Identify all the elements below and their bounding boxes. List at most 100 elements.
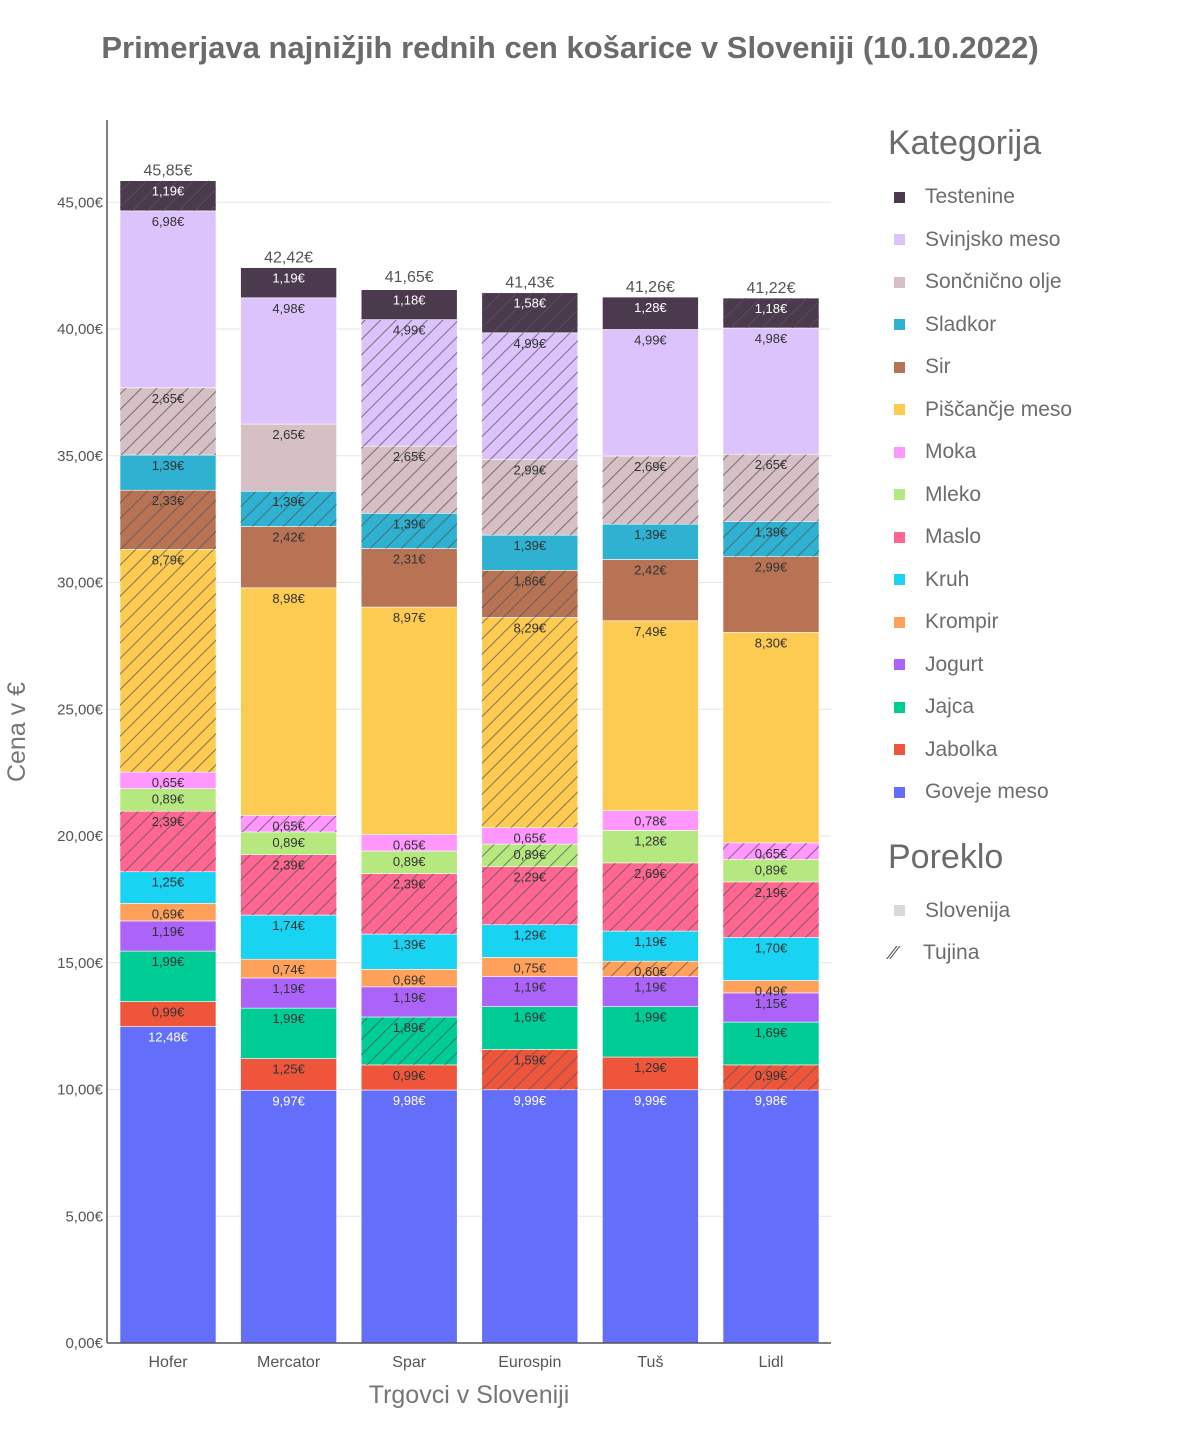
legend-origin-title: Poreklo [888, 837, 1004, 876]
bar-value-label: 1,99€ [634, 1010, 667, 1025]
x-tick-label: Lidl [759, 1354, 784, 1371]
bar-value-label: 0,65€ [755, 846, 788, 861]
bar-hatch [481, 459, 578, 536]
bars: 12,48€ 0,99€ 1,99€ 1,19€ 0,69€ 1,25€ 2,39€ 0,89… [119, 163, 820, 1344]
bar-value-label: 1,28€ [634, 300, 667, 315]
legend-item[interactable]: Jajca [888, 686, 1188, 729]
bar-value-label: 0,74€ [272, 962, 305, 977]
legend-item[interactable]: Kruh [888, 559, 1188, 602]
legend-item[interactable]: Testenine [888, 176, 1188, 219]
bar-value-label: 0,99€ [152, 1005, 185, 1020]
legend-item-tujina[interactable]: ⁄⁄ Tujina [888, 932, 1188, 975]
bar-value-label: 2,65€ [393, 449, 426, 464]
bar-value-label: 1,99€ [152, 954, 185, 969]
legend-item[interactable]: Sončnično olje [888, 261, 1188, 304]
bar-segment [240, 526, 337, 589]
bar-segment [360, 1089, 458, 1344]
bar-value-label: 0,69€ [152, 906, 185, 921]
bar-value-label: 7,49€ [634, 624, 667, 639]
bar-total-label: 42,42€ [264, 250, 313, 267]
bar-value-label: 12,48€ [148, 1030, 189, 1045]
bar-value-label: 2,31€ [393, 552, 426, 567]
legend-item[interactable]: Sladkor [888, 304, 1188, 347]
grid-lines [107, 201, 831, 1217]
bar-segment [602, 976, 699, 1007]
bar-value-label: 2,99€ [755, 560, 788, 575]
bar-hatch [723, 1064, 819, 1091]
bar-segment [722, 937, 820, 981]
legend-item[interactable]: Jabolka [888, 729, 1188, 772]
legend-label: Jogurt [925, 652, 984, 676]
bar-value-label: 2,69€ [634, 866, 667, 881]
y-tick-label: 5,00€ [65, 1208, 103, 1225]
bar-value-label: 1,19€ [393, 990, 426, 1005]
bar-hatch [361, 1016, 458, 1065]
legend-swatch [894, 446, 905, 458]
bar-value-label: 2,39€ [152, 814, 185, 829]
bar-value-label: 1,39€ [755, 524, 788, 539]
legend-item[interactable]: Jogurt [888, 644, 1188, 687]
y-axis-title: Cena v € [3, 682, 31, 782]
bar-hatch [120, 490, 216, 550]
bar-segment [119, 1001, 217, 1027]
legend-swatch [894, 744, 905, 756]
bar-hatch [723, 881, 819, 938]
bar-segment [360, 606, 458, 835]
bar-segment [119, 210, 217, 389]
legend-swatch [894, 786, 905, 798]
bar-hatch [602, 961, 699, 977]
bar-value-label: 9,99€ [634, 1093, 667, 1108]
bar-value-label: 1,25€ [152, 875, 185, 890]
bar-segment [722, 1089, 820, 1344]
bar-segment [240, 914, 337, 960]
bar-segment [602, 296, 699, 330]
legend-item[interactable]: Sir [888, 346, 1188, 389]
bar-value-label: 4,98€ [272, 301, 305, 316]
legend-label: Goveje meso [925, 780, 1049, 804]
legend-swatch [894, 531, 905, 543]
legend-label: Sončnično olje [925, 270, 1062, 294]
legend-label: Krompir [925, 610, 999, 634]
y-tick-label: 15,00€ [57, 955, 104, 972]
bar-value-label: 0,60€ [634, 964, 667, 979]
bar-value-label: 1,89€ [393, 1020, 426, 1035]
bar-value-label: 0,99€ [755, 1068, 788, 1083]
bar-segment [240, 1089, 337, 1344]
bar-hatch [361, 319, 458, 447]
bar-value-label: 1,69€ [514, 1010, 547, 1025]
bar-value-label: 0,89€ [393, 854, 426, 869]
bar-segment [722, 992, 820, 1023]
y-tick-label: 10,00€ [57, 1082, 104, 1099]
bar-value-label: 0,65€ [152, 775, 185, 790]
bar-total-label: 41,26€ [626, 279, 675, 296]
bar-value-label: 1,18€ [393, 293, 426, 308]
legend-item-slovenija[interactable]: Slovenija [888, 890, 1188, 933]
legend-label: Kruh [925, 567, 970, 591]
bar-value-label: 9,99€ [514, 1093, 547, 1108]
legend-item[interactable]: Piščančje meso [888, 389, 1188, 432]
bar-value-label: 2,29€ [514, 870, 547, 885]
bar-hatch [120, 811, 216, 872]
bar-value-label: 2,65€ [152, 391, 185, 406]
bar-value-label: 0,65€ [514, 831, 547, 846]
legend-item[interactable]: Mleko [888, 474, 1188, 517]
legend-swatch [894, 404, 905, 416]
bar-segment [119, 1026, 217, 1344]
bar-value-label: 1,19€ [634, 979, 667, 994]
bar-value-label: 8,79€ [152, 552, 185, 567]
bar-value-label: 2,42€ [634, 562, 667, 577]
bar-total-label: 41,22€ [747, 280, 796, 297]
bar-value-label: 1,39€ [393, 937, 426, 952]
legend-label: Jabolka [925, 737, 998, 761]
bar-total-label: 45,85€ [144, 163, 193, 180]
bar-segment [602, 329, 699, 457]
legend-item[interactable]: Goveje meso [888, 771, 1188, 814]
x-tick-label: Hofer [148, 1354, 188, 1371]
legend-item[interactable]: Krompir [888, 601, 1188, 644]
bar-segment [722, 556, 820, 633]
bar-segment [360, 548, 458, 608]
legend-item[interactable]: Svinjsko meso [888, 219, 1188, 262]
legend-item[interactable]: Maslo [888, 516, 1188, 559]
legend-item[interactable]: Moka [888, 431, 1188, 474]
bar-value-label: 8,97€ [393, 610, 426, 625]
